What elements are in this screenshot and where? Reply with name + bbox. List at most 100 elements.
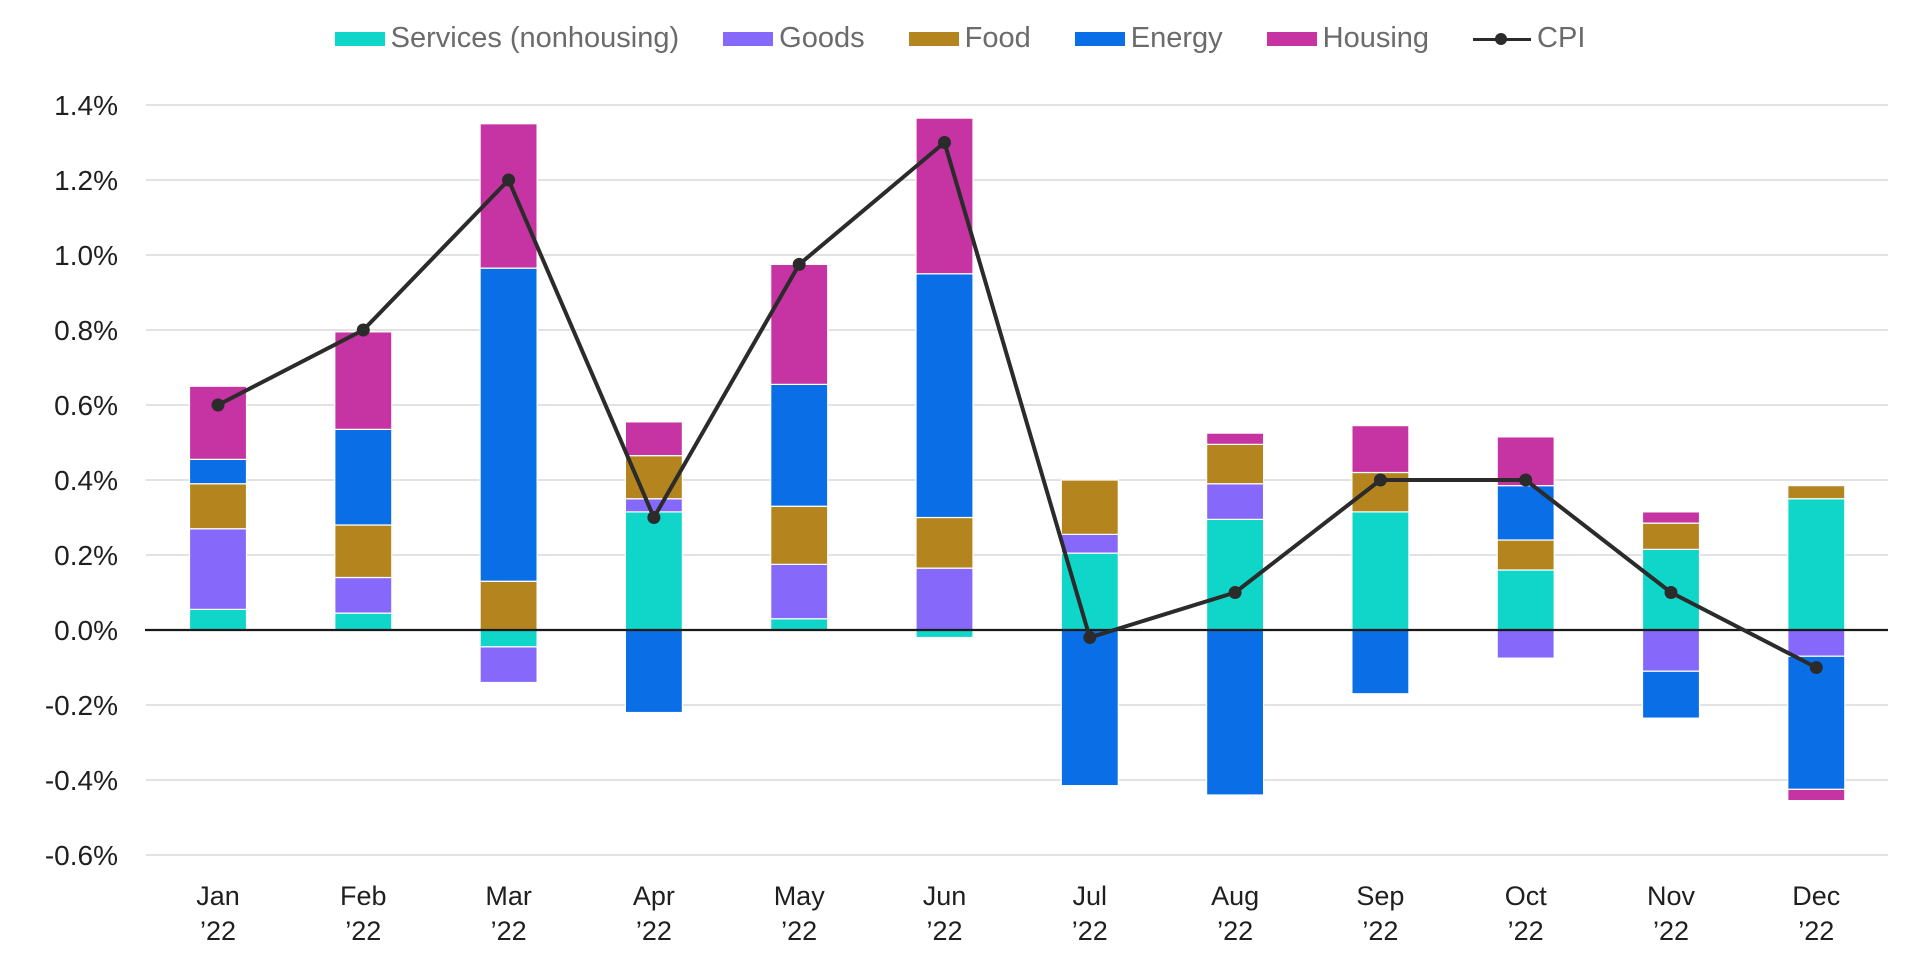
bar-segment-goods <box>1787 629 1846 657</box>
bar-segment-energy <box>1641 670 1701 719</box>
x-tick-label-year: ’22 <box>1217 916 1253 946</box>
cpi-point <box>938 136 951 149</box>
bar-segment-goods <box>915 567 974 631</box>
bar-segment-services <box>624 511 684 631</box>
y-tick-label: -0.6% <box>45 840 118 871</box>
legend-item-services: Services (nonhousing) <box>334 22 679 55</box>
bar-segment-energy <box>915 273 974 519</box>
x-tick-label-month: Nov <box>1647 881 1696 911</box>
x-tick-label-month: Aug <box>1211 881 1259 911</box>
cpi-point <box>1809 661 1823 674</box>
bar-segment-housing <box>479 123 538 269</box>
legend-label-cpi: CPI <box>1537 22 1586 54</box>
x-tick-label-month: Oct <box>1505 881 1548 911</box>
grid-lines <box>146 104 1888 856</box>
x-tick-label-month: Jan <box>196 881 240 911</box>
cpi-point <box>1519 473 1533 487</box>
x-tick-label-month: Dec <box>1792 881 1840 911</box>
bar-segment-goods <box>1060 533 1119 554</box>
bar-segment-services <box>334 612 393 631</box>
cpi-point <box>502 173 516 187</box>
legend-item-energy: Energy <box>1074 22 1223 55</box>
bar-segment-energy <box>1351 629 1410 695</box>
bar-segment-energy <box>624 629 684 714</box>
x-tick-label-year: ’22 <box>781 916 817 946</box>
legend-swatch-services <box>334 31 385 46</box>
y-tick-label: 1.2% <box>54 165 118 196</box>
bar-segment-goods <box>334 576 393 614</box>
bar-segment-goods <box>188 528 248 610</box>
bar-segment-goods <box>479 646 538 684</box>
y-tick-label: -0.4% <box>45 765 118 796</box>
bar-segment-energy <box>770 383 829 507</box>
bar-segment-food <box>1641 522 1701 550</box>
y-tick-label: 0.6% <box>54 390 118 421</box>
bar-segment-housing <box>1641 511 1701 524</box>
bar-segment-housing <box>1351 425 1410 474</box>
x-axis-tick-labels: Jan ’22 Feb ’22 Mar ’22 Apr ’22 May ’22 Jun ’22 Jul ’… <box>196 881 1840 946</box>
y-tick-label: 0.8% <box>54 315 118 346</box>
bar-segment-services <box>1496 569 1555 631</box>
x-tick-label-month: Feb <box>340 881 387 911</box>
x-tick-label-month: Apr <box>633 881 675 911</box>
bar-segment-food <box>188 483 248 530</box>
y-tick-label: 0.2% <box>54 540 118 571</box>
cpi-line <box>217 140 1818 670</box>
bar-segment-energy <box>334 428 393 526</box>
bar-segment-goods <box>624 498 684 513</box>
bar-segment-housing <box>624 421 684 457</box>
x-tick-label-month: May <box>774 881 826 911</box>
x-tick-label-month: Mar <box>485 881 532 911</box>
cpi-point <box>792 257 806 271</box>
bar-segment-housing <box>770 263 829 385</box>
x-tick-label-year: ’22 <box>636 916 672 946</box>
bar-segment-goods <box>1496 629 1555 659</box>
bar-segment-services <box>1787 498 1846 631</box>
bar-segment-services <box>188 608 248 631</box>
cpi-point <box>1373 473 1387 487</box>
x-tick-label-year: ’22 <box>345 916 381 946</box>
legend-label-housing: Housing <box>1322 22 1430 54</box>
bar-segment-energy <box>1205 629 1265 796</box>
legend-item-food: Food <box>908 22 1031 55</box>
x-tick-label-year: ’22 <box>1653 916 1689 946</box>
bar-segment-energy <box>188 458 248 485</box>
bar-segment-food <box>1205 443 1265 485</box>
x-tick-label-year: ’22 <box>1362 916 1398 946</box>
y-tick-label: -0.2% <box>45 690 118 721</box>
bar-segment-services <box>915 629 974 639</box>
legend-swatch-goods <box>723 31 774 46</box>
legend-item-housing: Housing <box>1266 22 1430 55</box>
bar-segment-goods <box>770 563 829 620</box>
bar-segment-services <box>1351 511 1410 631</box>
bar-segment-housing <box>188 385 248 460</box>
legend: Services (nonhousing) Goods Food Energy … <box>0 22 1920 55</box>
x-tick-label-month: Sep <box>1356 881 1404 911</box>
legend-label-energy: Energy <box>1130 22 1223 54</box>
cpi-point <box>211 398 225 412</box>
bar-segment-housing <box>1787 788 1846 802</box>
cpi-point <box>1228 586 1242 599</box>
x-tick-label-year: ’22 <box>1798 916 1834 946</box>
bar-segment-food <box>1496 539 1555 571</box>
bar-segment-energy <box>479 267 538 582</box>
bar-segment-services <box>479 629 538 648</box>
bar-segment-food <box>770 505 829 565</box>
cpi-point <box>647 511 661 524</box>
legend-swatch-food <box>908 31 959 46</box>
legend-item-goods: Goods <box>723 22 865 55</box>
y-tick-label: 0.0% <box>54 615 118 646</box>
x-tick-label-year: ’22 <box>491 916 527 946</box>
bar-segment-energy <box>1787 655 1846 790</box>
stacked-bars <box>188 117 1846 802</box>
bar-segment-food <box>1060 479 1119 535</box>
legend-item-cpi: CPI <box>1473 22 1585 55</box>
legend-swatch-housing <box>1266 31 1317 46</box>
bar-segment-housing <box>334 331 393 430</box>
bar-segment-services <box>1205 518 1265 631</box>
cpi-point <box>1083 631 1097 644</box>
y-axis-tick-labels: 1.4% 1.2% 1.0% 0.8% 0.6% 0.4% 0.2% 0.0% -0.2% -0.… <box>45 90 118 871</box>
x-tick-label-year: ’22 <box>1508 916 1544 946</box>
